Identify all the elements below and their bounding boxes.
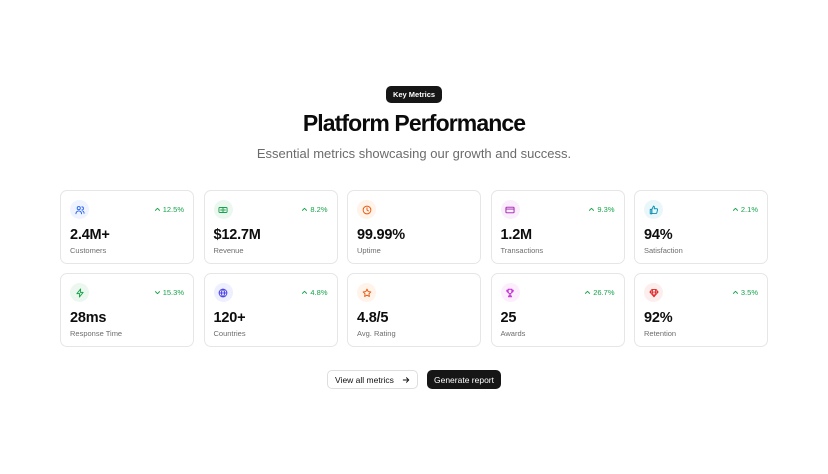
- change-indicator: 9.3%: [588, 205, 615, 214]
- change-indicator: 8.2%: [301, 205, 328, 214]
- metric-card-awards: 26.7% 25 Awards: [490, 273, 625, 347]
- metrics-grid: 12.5% 2.4M+ Customers 8.2% $12.7M Revenue 99.9…: [60, 190, 769, 347]
- metric-value: 94%: [644, 227, 673, 243]
- trophy-icon: [500, 283, 520, 302]
- page-title: Platform Performance: [302, 110, 526, 136]
- metric-label: Retention: [644, 329, 677, 338]
- view-all-label: View all metrics: [335, 374, 394, 385]
- arrow-right-icon: [402, 376, 410, 383]
- metric-value: 25: [500, 310, 517, 326]
- metric-label: Response Time: [70, 329, 123, 338]
- change-indicator: 12.5%: [154, 205, 184, 214]
- metric-value: 1.2M: [500, 227, 533, 243]
- change-value: 3.5%: [740, 288, 758, 297]
- metric-label: Satisfaction: [644, 246, 683, 255]
- metric-label: Customers: [70, 246, 107, 255]
- change-value: 26.7%: [593, 288, 615, 297]
- metric-label: Awards: [500, 329, 526, 338]
- chevron-up-icon: [732, 290, 738, 294]
- metric-label: Uptime: [357, 246, 381, 255]
- metric-card-uptime: 99.99% Uptime: [347, 190, 481, 264]
- change-indicator: 4.8%: [301, 288, 328, 297]
- metric-label: Transactions: [500, 246, 544, 255]
- metric-card-retention: 3.5% 92% Retention: [634, 273, 768, 347]
- chevron-up-icon: [302, 290, 308, 294]
- key-metrics-badge: Key Metrics: [386, 86, 442, 103]
- metric-label: Countries: [213, 329, 246, 338]
- banknote-icon: [213, 200, 233, 219]
- chevron-up-icon: [585, 290, 591, 294]
- credit-card-icon: [500, 200, 520, 219]
- change-value: 4.8%: [310, 288, 328, 297]
- metric-card-response-time: 15.3% 28ms Response Time: [60, 273, 194, 347]
- change-value: 12.5%: [162, 205, 184, 214]
- metric-value: 28ms: [70, 310, 107, 326]
- metric-value: 2.4M+: [70, 227, 110, 243]
- chevron-up-icon: [589, 207, 595, 211]
- change-indicator: 26.7%: [584, 288, 615, 297]
- change-value: 8.2%: [310, 205, 328, 214]
- chevron-up-icon: [302, 207, 308, 211]
- generate-report-button[interactable]: Generate report: [427, 370, 501, 389]
- metric-label: Avg. Rating: [357, 329, 396, 338]
- change-value: 15.3%: [162, 288, 184, 297]
- metric-label: Revenue: [213, 246, 244, 255]
- page-subtitle: Essential metrics showcasing our growth …: [256, 146, 572, 161]
- change-indicator: 3.5%: [732, 288, 758, 297]
- zap-icon: [70, 283, 89, 302]
- chevron-up-icon: [154, 207, 160, 211]
- metric-value: 120+: [213, 310, 246, 326]
- metric-value: 92%: [644, 310, 673, 326]
- change-value: 2.1%: [740, 205, 758, 214]
- globe-icon: [213, 283, 233, 302]
- metric-value: $12.7M: [213, 227, 261, 243]
- change-indicator: 2.1%: [732, 205, 758, 214]
- metric-value: 99.99%: [357, 227, 405, 243]
- thumbs-up-icon: [644, 200, 663, 219]
- star-icon: [357, 283, 376, 302]
- chevron-up-icon: [732, 207, 738, 211]
- view-all-metrics-button[interactable]: View all metrics: [327, 370, 418, 389]
- metric-card-customers: 12.5% 2.4M+ Customers: [60, 190, 194, 264]
- metric-card-satisfaction: 2.1% 94% Satisfaction: [634, 190, 768, 264]
- metric-card-avg-rating: 4.8/5 Avg. Rating: [347, 273, 481, 347]
- change-indicator: 15.3%: [154, 288, 184, 297]
- metric-card-transactions: 9.3% 1.2M Transactions: [490, 190, 625, 264]
- gem-icon: [644, 283, 663, 302]
- clock-icon: [357, 200, 376, 219]
- chevron-down-icon: [154, 291, 160, 295]
- users-icon: [70, 200, 89, 219]
- metric-value: 4.8/5: [357, 310, 389, 326]
- metric-card-revenue: 8.2% $12.7M Revenue: [203, 190, 338, 264]
- change-value: 9.3%: [597, 205, 615, 214]
- metric-card-countries: 4.8% 120+ Countries: [203, 273, 338, 347]
